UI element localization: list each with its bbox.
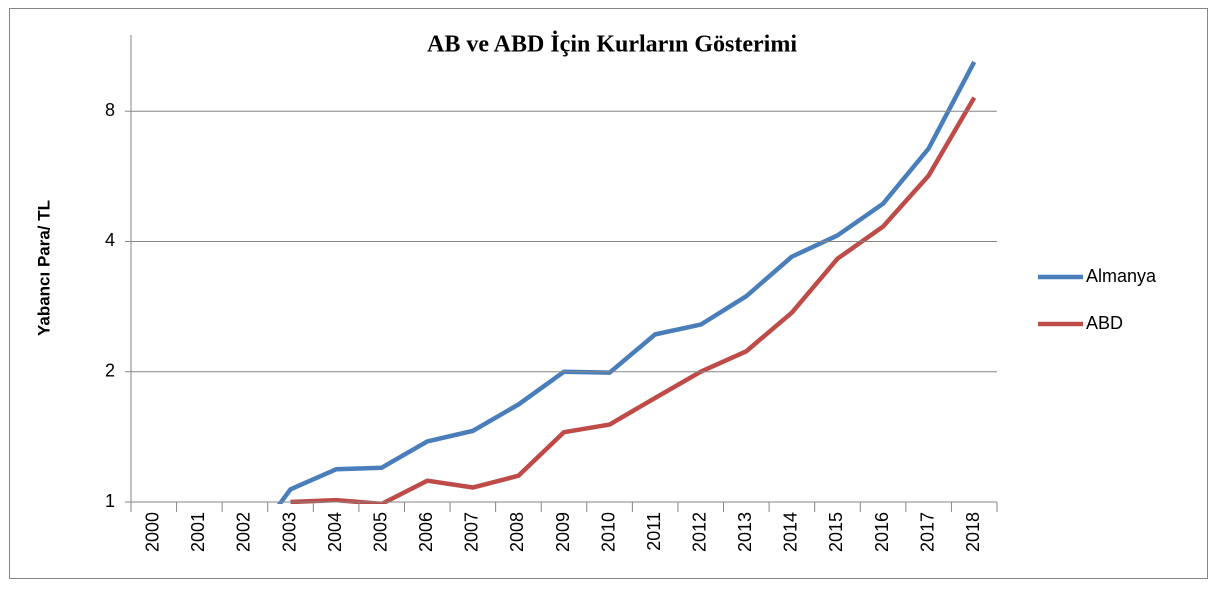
x-tick-label: 2003 — [279, 512, 299, 552]
x-tick-label: 2015 — [826, 512, 846, 552]
x-tick-label: 2009 — [553, 512, 573, 552]
x-tick-label: 2010 — [598, 512, 618, 552]
x-tick-label: 2006 — [416, 512, 436, 552]
legend-label: ABD — [1086, 313, 1123, 333]
x-tick-label: 2007 — [462, 512, 482, 552]
x-tick-label: 2004 — [325, 512, 345, 552]
x-tick-label: 2017 — [917, 512, 937, 552]
chart-border — [9, 8, 1208, 579]
x-tick-label: 2014 — [781, 512, 801, 552]
series-line — [276, 60, 977, 504]
x-tick-label: 2008 — [507, 512, 527, 552]
legend-label: Almanya — [1086, 266, 1157, 286]
y-tick-label: 2 — [105, 360, 115, 380]
y-tick-label: 1 — [105, 491, 115, 511]
y-tick-label: 4 — [105, 230, 115, 250]
x-tick-label: 2000 — [143, 512, 163, 552]
y-axis-label: Yabancı Para/ TL — [34, 200, 53, 336]
x-tick-label: 2002 — [234, 512, 254, 552]
x-tick-label: 2013 — [735, 512, 755, 552]
x-tick-label: 2012 — [689, 512, 709, 552]
x-tick-label: 2005 — [370, 512, 390, 552]
y-tick-label: 8 — [105, 100, 115, 120]
x-tick-label: 2011 — [644, 512, 664, 551]
chart-title: AB ve ABD İçin Kurların Gösterimi — [427, 32, 797, 58]
x-tick-label: 2018 — [963, 512, 983, 552]
series-line — [290, 96, 977, 504]
x-tick-label: 2016 — [872, 512, 892, 552]
x-tick-label: 2001 — [188, 512, 208, 552]
